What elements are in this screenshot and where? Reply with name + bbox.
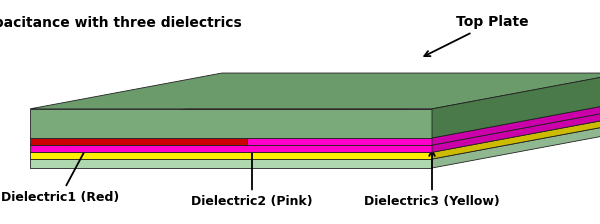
Text: Dielectric1 (Red): Dielectric1 (Red) — [1, 134, 119, 204]
Polygon shape — [30, 102, 439, 138]
Polygon shape — [432, 73, 600, 138]
Text: Top Plate: Top Plate — [424, 15, 529, 56]
Polygon shape — [432, 102, 600, 145]
Polygon shape — [30, 159, 432, 168]
Text: Dielectric3 (Yellow): Dielectric3 (Yellow) — [364, 150, 500, 208]
Polygon shape — [30, 109, 432, 138]
Polygon shape — [30, 145, 432, 152]
Polygon shape — [247, 102, 600, 138]
Polygon shape — [30, 109, 600, 145]
Polygon shape — [432, 123, 600, 168]
Polygon shape — [30, 152, 432, 159]
Polygon shape — [30, 116, 600, 152]
Polygon shape — [30, 138, 247, 145]
Polygon shape — [432, 109, 600, 152]
Polygon shape — [30, 73, 600, 109]
Text: Capacitance with three dielectrics: Capacitance with three dielectrics — [0, 16, 242, 30]
Polygon shape — [247, 138, 432, 145]
Text: Dielectric2 (Pink): Dielectric2 (Pink) — [191, 144, 313, 208]
Polygon shape — [30, 123, 600, 159]
Polygon shape — [432, 116, 600, 159]
